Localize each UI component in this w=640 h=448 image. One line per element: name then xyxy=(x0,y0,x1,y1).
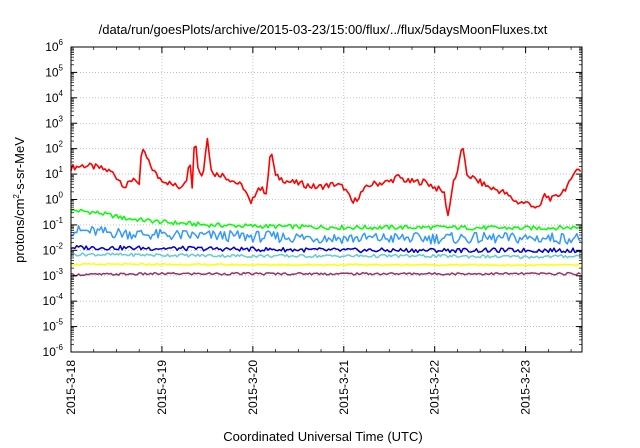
series-line-3 xyxy=(70,225,582,245)
y-axis-label-pre: protons/cm xyxy=(12,199,27,263)
series-line-7 xyxy=(70,271,581,277)
x-tick-label: 2015-3-19 xyxy=(155,360,169,415)
y-tick-label: 104 xyxy=(45,89,63,105)
x-axis-label: Coordinated Universal Time (UTC) xyxy=(223,429,422,444)
y-tick-label: 102 xyxy=(45,140,63,156)
y-tick-label: 100 xyxy=(45,191,63,207)
y-axis-label: protons/cm2-s-sr-MeV xyxy=(12,137,27,263)
y-tick-label: 106 xyxy=(45,38,63,54)
y-tick-label: 10-2 xyxy=(43,241,64,257)
x-axis: 2015-3-18 2015-3-19 2015-3-20 2015-3-21 2015… xyxy=(64,47,572,415)
x-tick-label: 2015-3-18 xyxy=(64,360,78,415)
series-line-1 xyxy=(70,137,582,217)
x-tick-label: 2015-3-22 xyxy=(428,360,442,415)
y-tick-label: 10-5 xyxy=(43,318,64,334)
series-line-2 xyxy=(70,208,581,231)
y-tick-label: 10-3 xyxy=(43,267,64,283)
y-axis: 10-6 10-5 10-4 10-3 10-2 10-1 100 101 102 103 104 1… xyxy=(43,38,582,359)
y-tick-label: 10-4 xyxy=(43,292,64,308)
x-tick-label: 2015-3-23 xyxy=(519,360,533,415)
x-tick-label: 2015-3-21 xyxy=(337,360,351,415)
y-axis-label-sup: 2 xyxy=(12,194,21,199)
x-tick-label: 2015-3-20 xyxy=(246,360,260,415)
grid xyxy=(71,47,582,352)
series-line-5 xyxy=(70,252,581,260)
chart-title: /data/run/goesPlots/archive/2015-03-23/1… xyxy=(99,22,548,37)
y-tick-label: 103 xyxy=(45,114,63,130)
series-layer xyxy=(70,137,582,277)
y-tick-label: 101 xyxy=(45,165,63,181)
y-tick-label: 10-6 xyxy=(43,343,64,359)
series-line-6 xyxy=(70,262,581,267)
y-axis-label-post: -s-sr-MeV xyxy=(12,137,27,194)
y-tick-label: 10-1 xyxy=(43,216,64,232)
y-tick-label: 105 xyxy=(45,63,63,79)
series-line-4 xyxy=(70,244,581,254)
